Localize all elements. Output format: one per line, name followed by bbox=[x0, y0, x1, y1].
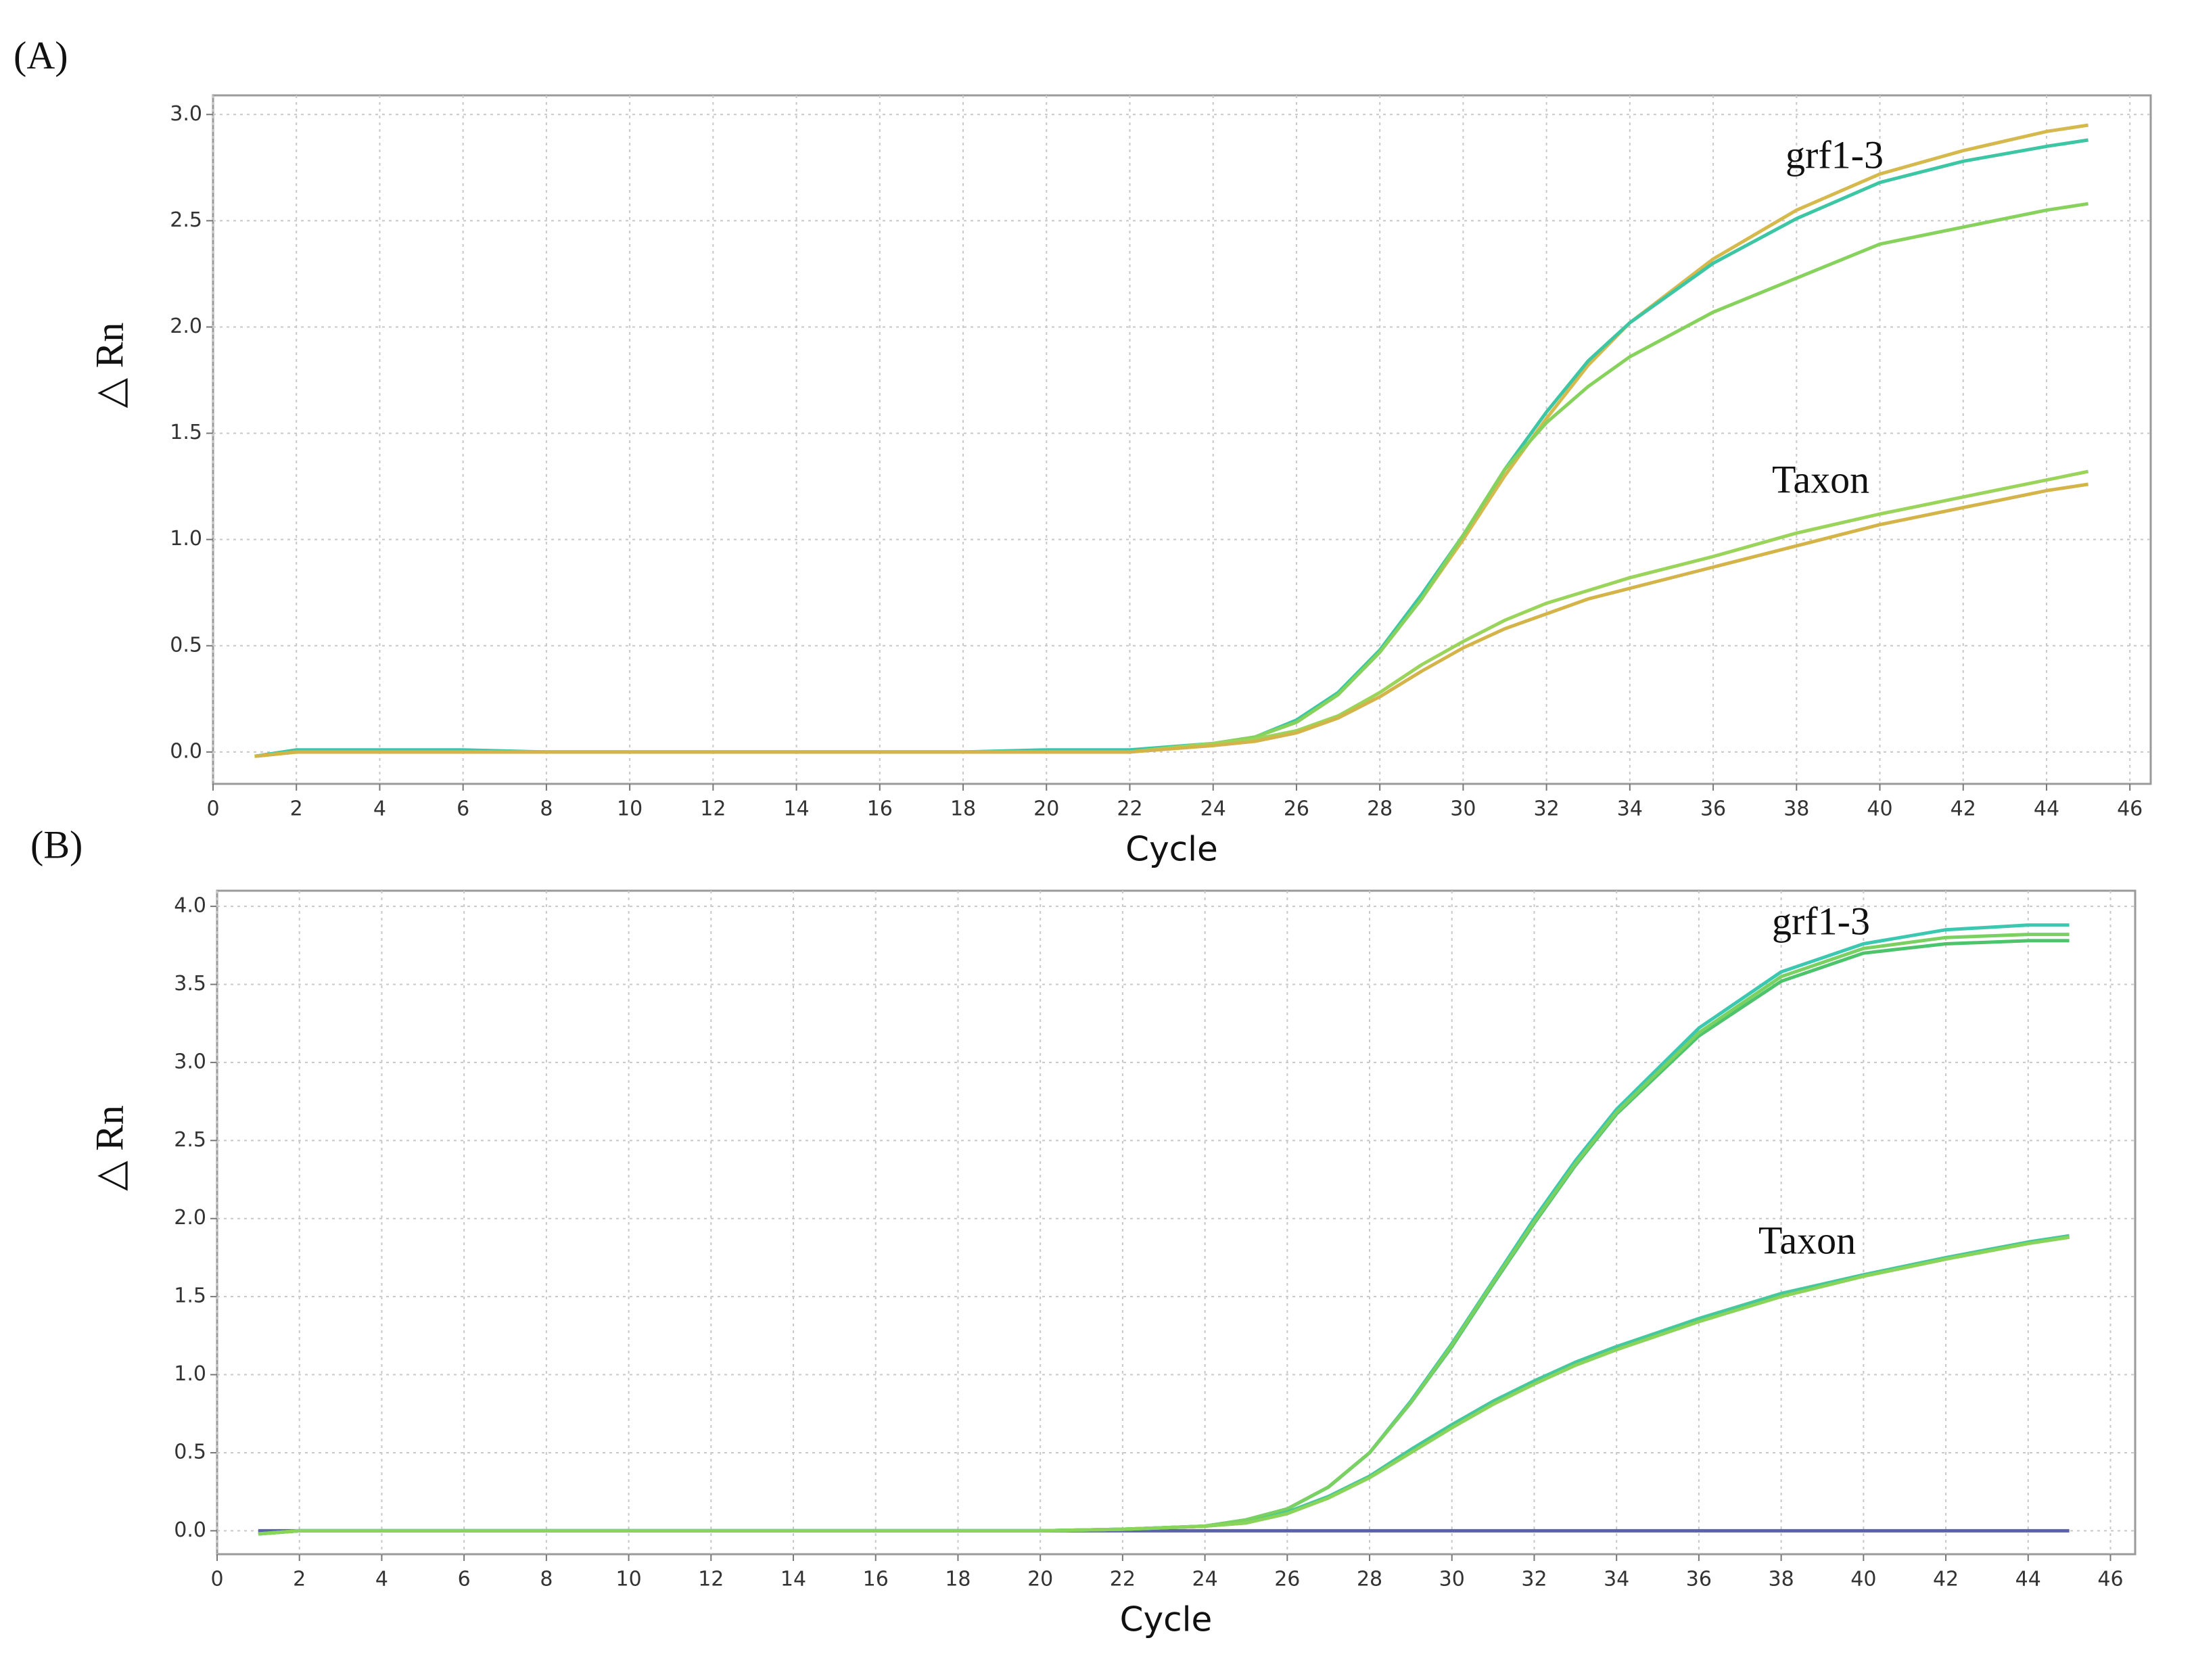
y-tick-label: 2.5 bbox=[170, 208, 202, 232]
x-tick-label: 42 bbox=[1951, 797, 1976, 821]
x-tick-label: 10 bbox=[615, 1568, 641, 1591]
x-tick-label: 12 bbox=[698, 1568, 724, 1591]
panel-label: (B) bbox=[30, 822, 83, 866]
x-tick-label: 30 bbox=[1439, 1568, 1465, 1591]
x-tick-label: 24 bbox=[1192, 1568, 1218, 1591]
y-tick-label: 1.0 bbox=[174, 1362, 206, 1386]
annotation: Taxon bbox=[1772, 457, 1869, 501]
x-tick-label: 8 bbox=[540, 797, 553, 821]
x-tick-label: 40 bbox=[1850, 1568, 1876, 1591]
x-tick-label: 4 bbox=[375, 1568, 388, 1591]
x-axis-label: Cycle bbox=[1125, 830, 1218, 869]
x-tick-label: 32 bbox=[1534, 797, 1560, 821]
x-tick-label: 40 bbox=[1867, 797, 1892, 821]
x-tick-label: 22 bbox=[1117, 797, 1142, 821]
plot-area bbox=[212, 94, 2152, 785]
annotation: Taxon bbox=[1758, 1218, 1856, 1262]
x-tick-label: 34 bbox=[1617, 797, 1643, 821]
x-tick-label: 14 bbox=[780, 1568, 806, 1591]
y-tick-label: 3.0 bbox=[174, 1050, 206, 1073]
y-tick-label: 1.0 bbox=[170, 527, 202, 551]
x-tick-label: 38 bbox=[1769, 1568, 1794, 1591]
y-tick-label: 2.5 bbox=[174, 1128, 206, 1152]
x-tick-label: 18 bbox=[950, 797, 976, 821]
x-tick-label: 44 bbox=[2015, 1568, 2041, 1591]
x-tick-label: 38 bbox=[1783, 797, 1809, 821]
y-tick-label: 4.0 bbox=[174, 894, 206, 918]
x-tick-label: 2 bbox=[293, 1568, 306, 1591]
x-tick-label: 46 bbox=[2117, 797, 2143, 821]
x-tick-label: 20 bbox=[1033, 797, 1059, 821]
x-tick-label: 28 bbox=[1357, 1568, 1382, 1591]
x-tick-label: 36 bbox=[1700, 797, 1726, 821]
x-tick-label: 16 bbox=[863, 1568, 889, 1591]
x-tick-label: 0 bbox=[210, 1568, 223, 1591]
x-tick-label: 24 bbox=[1200, 797, 1226, 821]
series-line bbox=[254, 482, 2088, 758]
x-tick-label: 22 bbox=[1110, 1568, 1136, 1591]
y-tick-label: 1.5 bbox=[170, 421, 202, 444]
y-tick-label: 2.0 bbox=[174, 1206, 206, 1230]
x-tick-label: 0 bbox=[206, 797, 219, 821]
x-tick-label: 44 bbox=[2034, 797, 2059, 821]
annotation: grf1-3 bbox=[1772, 899, 1870, 943]
x-tick-label: 14 bbox=[783, 797, 809, 821]
x-tick-label: 32 bbox=[1521, 1568, 1547, 1591]
y-tick-label: 0.5 bbox=[174, 1440, 206, 1464]
y-tick-label: 0.5 bbox=[170, 633, 202, 657]
x-tick-label: 16 bbox=[867, 797, 893, 821]
x-tick-label: 10 bbox=[617, 797, 643, 821]
x-tick-label: 20 bbox=[1027, 1568, 1053, 1591]
x-tick-label: 6 bbox=[457, 797, 469, 821]
plot-area bbox=[216, 889, 2137, 1556]
y-tick-label: 3.0 bbox=[170, 102, 202, 126]
y-axis-label: △ Rn bbox=[87, 1105, 131, 1191]
x-tick-label: 42 bbox=[1933, 1568, 1959, 1591]
x-tick-label: 34 bbox=[1604, 1568, 1629, 1591]
panel-label: (A) bbox=[14, 33, 68, 77]
y-tick-label: 0.0 bbox=[174, 1518, 206, 1542]
x-tick-label: 26 bbox=[1284, 797, 1309, 821]
x-tick-label: 8 bbox=[540, 1568, 553, 1591]
x-tick-label: 30 bbox=[1450, 797, 1476, 821]
x-tick-label: 4 bbox=[373, 797, 386, 821]
y-tick-label: 3.5 bbox=[174, 972, 206, 996]
x-tick-label: 12 bbox=[700, 797, 726, 821]
y-tick-label: 1.5 bbox=[174, 1284, 206, 1308]
x-tick-label: 26 bbox=[1274, 1568, 1300, 1591]
x-tick-label: 2 bbox=[290, 797, 303, 821]
x-tick-label: 36 bbox=[1686, 1568, 1712, 1591]
annotation: grf1-3 bbox=[1785, 133, 1884, 177]
series-line bbox=[258, 1235, 2070, 1536]
y-tick-label: 0.0 bbox=[170, 739, 202, 763]
x-tick-label: 6 bbox=[458, 1568, 471, 1591]
x-tick-label: 18 bbox=[945, 1568, 971, 1591]
y-axis-label: △ Rn bbox=[87, 323, 131, 409]
x-tick-label: 28 bbox=[1367, 797, 1393, 821]
x-tick-label: 46 bbox=[2097, 1568, 2123, 1591]
y-tick-label: 2.0 bbox=[170, 314, 202, 338]
x-axis-label: Cycle bbox=[1120, 1600, 1213, 1639]
